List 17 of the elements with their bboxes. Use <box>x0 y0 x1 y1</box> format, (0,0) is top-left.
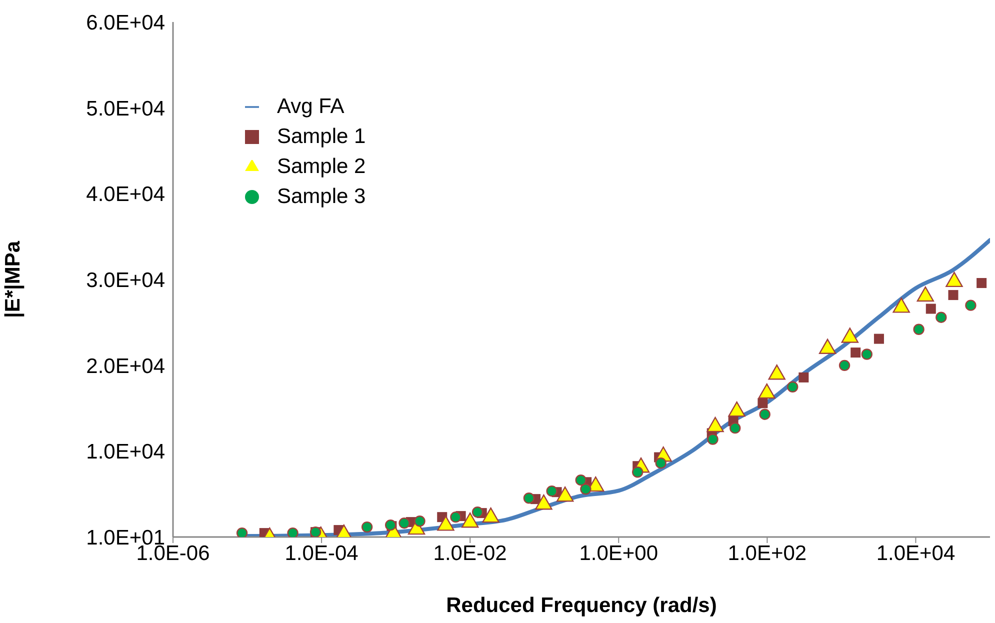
y-tick-label: 4.0E+04 <box>86 183 166 206</box>
y-tick-label: 5.0E+04 <box>86 97 166 120</box>
y-tick-label: 6.0E+04 <box>86 11 166 34</box>
legend-label: Sample 3 <box>277 185 366 208</box>
legend-label: Sample 2 <box>277 155 366 178</box>
x-tick-label: 1.0E-02 <box>433 542 507 565</box>
x-tick-label: 1.0E+00 <box>579 542 658 565</box>
y-tick-label: 3.0E+04 <box>86 268 166 292</box>
x-tick-label: 1.0E-04 <box>284 542 359 565</box>
x-tick-label: 1.0E+04 <box>876 542 956 565</box>
y-tick-label: 1.0E+04 <box>86 440 166 464</box>
x-axis-title: Reduced Frequency (rad/s) <box>446 594 717 617</box>
y-axis-title: |E*|MPa <box>1 240 24 318</box>
y-tick-label: 2.0E+04 <box>86 354 166 378</box>
legend-label: Sample 1 <box>277 125 366 148</box>
x-tick-label: 1.0E+02 <box>728 542 807 565</box>
legend-label: Avg FA <box>277 95 344 118</box>
